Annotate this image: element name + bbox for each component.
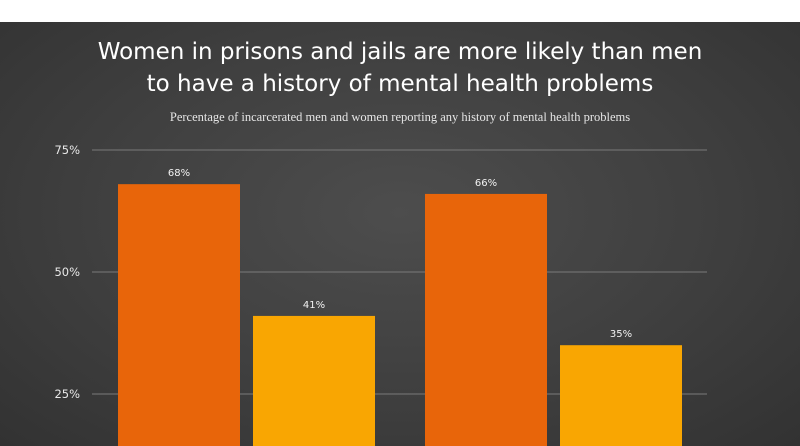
y-tick-label: 75% [54,143,80,157]
data-label: 66% [475,178,497,189]
chart-panel: Women in prisons and jails are more like… [0,22,800,446]
chart-subtitle: Percentage of incarcerated men and women… [169,110,631,124]
bar [560,345,682,446]
bar-plot: 25% 50% 75% 68% 66% 41% 35% [54,143,707,446]
bar [253,315,375,446]
bar [118,184,240,446]
chart-title: Women in prisons and jails are more like… [97,39,703,97]
data-label: 68% [168,168,190,179]
y-tick-label: 50% [54,265,80,279]
data-label: 41% [303,300,325,311]
data-label: 35% [610,329,632,340]
y-tick-label: 25% [54,387,80,401]
bar [425,193,547,446]
